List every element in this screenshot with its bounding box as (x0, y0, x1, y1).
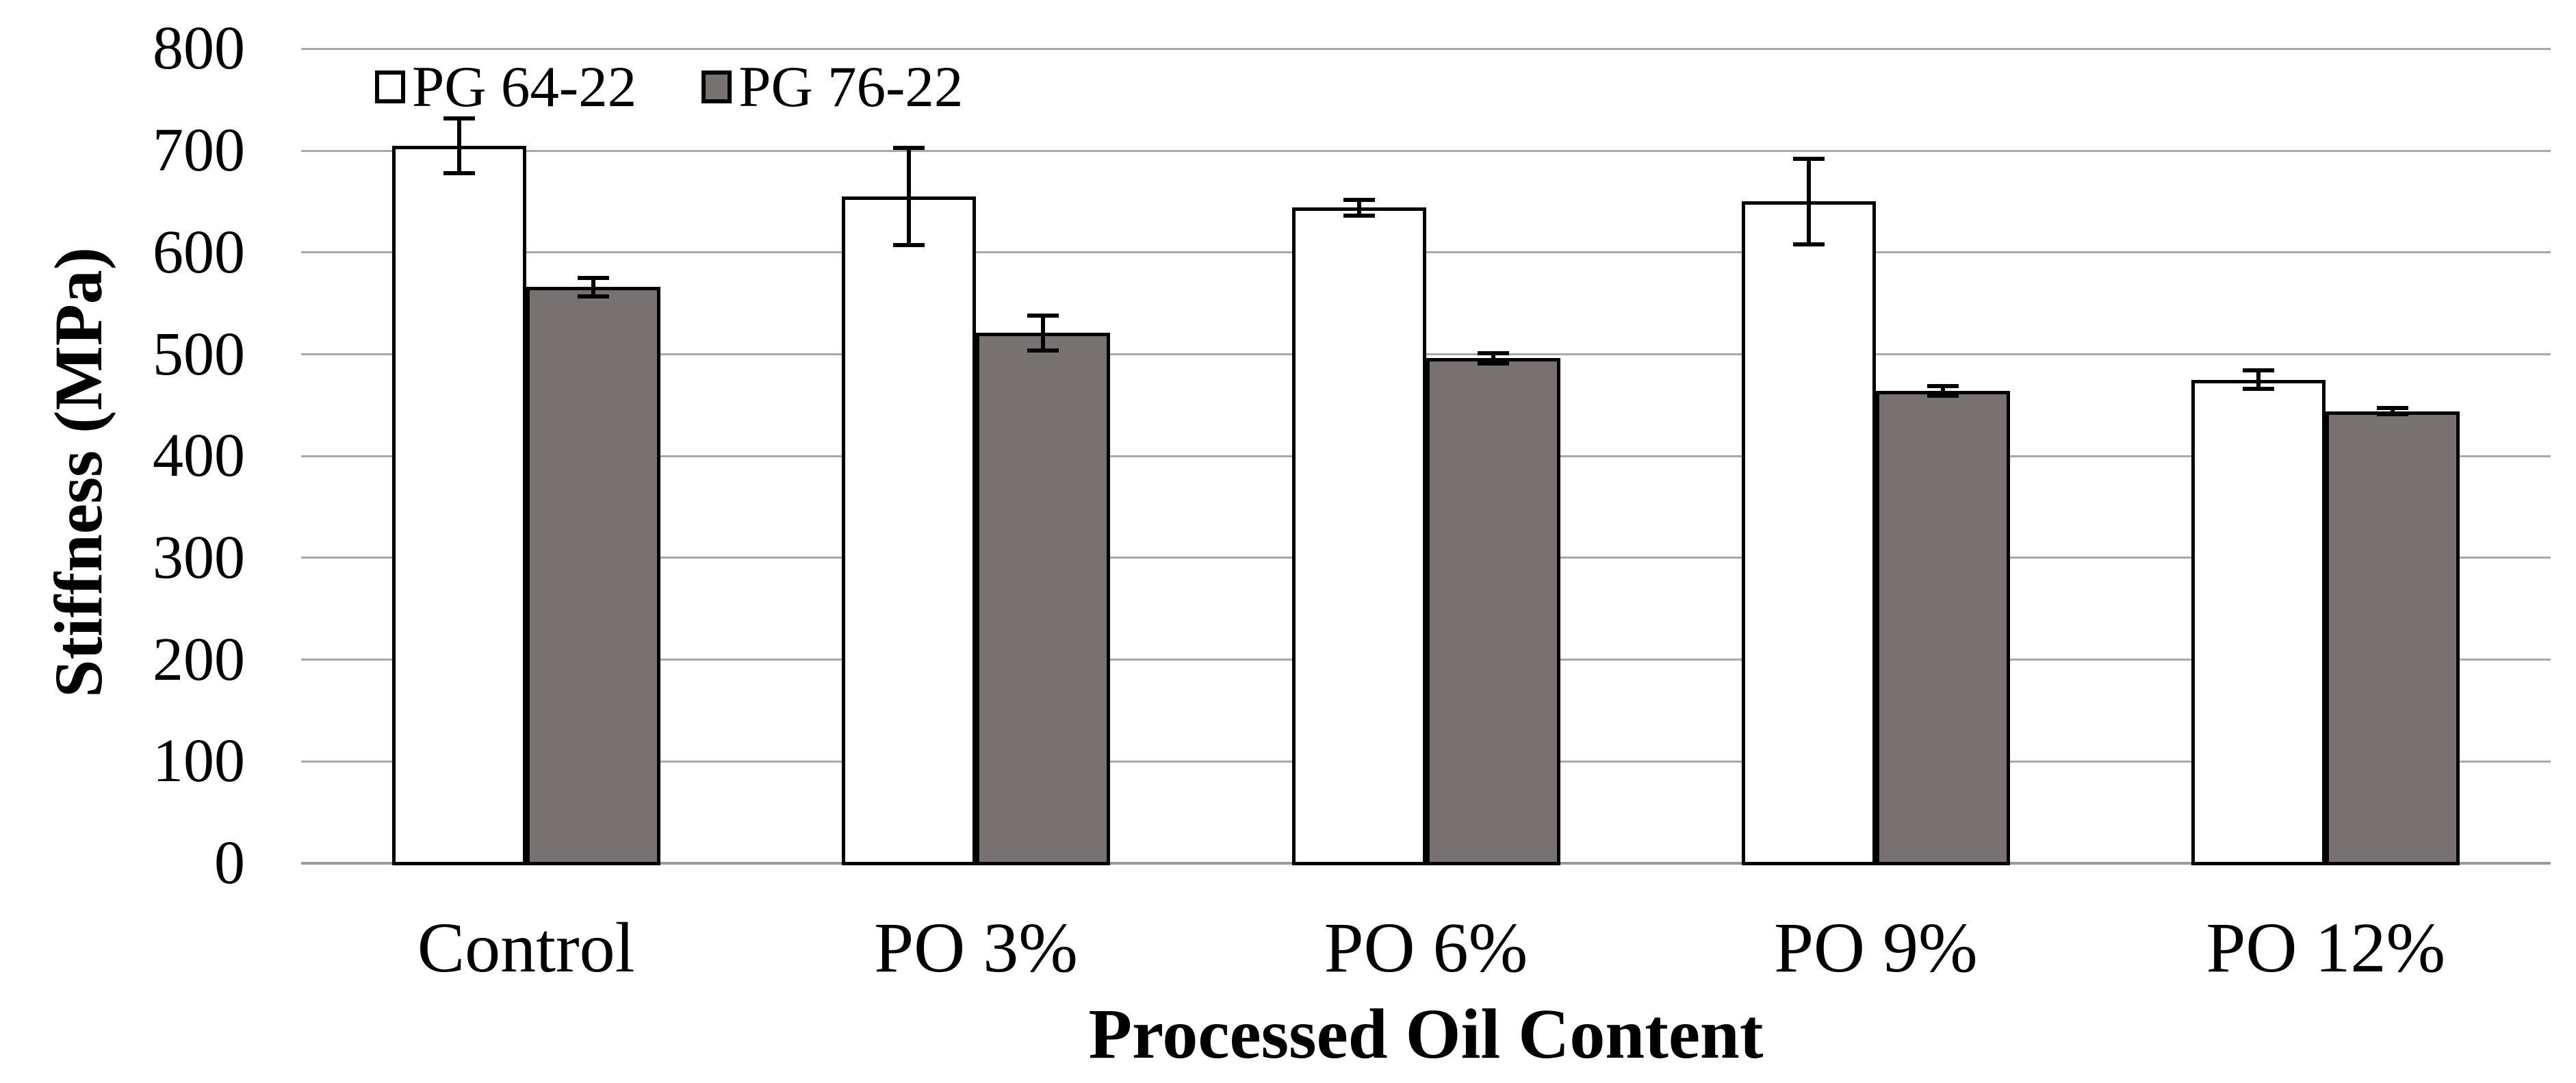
y-tick-label: 600 (153, 218, 245, 286)
error-bar-cap (1792, 157, 1825, 162)
y-tick-label: 500 (153, 320, 245, 388)
gridline (301, 353, 2551, 356)
error-bar (1491, 353, 1495, 364)
error-bar-cap (893, 145, 925, 150)
error-bar (2391, 408, 2395, 415)
error-bar-cap (1792, 242, 1825, 246)
error-bar-cap (2243, 368, 2275, 373)
bar-pg-64-22-po-3 (842, 196, 977, 865)
legend-swatch-pg-76-22 (701, 71, 732, 103)
error-bar-cap (1477, 351, 1509, 356)
error-bar-cap (1027, 314, 1059, 318)
error-bar-cap (1927, 383, 1959, 388)
gridline (301, 149, 2551, 152)
error-bar-cap (443, 116, 475, 120)
error-bar (907, 147, 912, 246)
error-bar-cap (1027, 348, 1059, 353)
bar-pg-76-22-control (526, 287, 660, 865)
bar-pg-76-22-po-9 (1875, 391, 2010, 865)
error-bar-cap (1927, 394, 1959, 398)
error-bar-cap (577, 294, 609, 298)
error-bar-cap (443, 170, 475, 175)
y-tick-label: 300 (153, 523, 245, 591)
x-category-label-po-6: PO 6% (1324, 908, 1528, 987)
error-bar-cap (577, 276, 609, 280)
x-category-label-po-9: PO 9% (1774, 908, 1978, 987)
x-axis-title: Processed Oil Content (1088, 995, 1764, 1073)
bar-pg-64-22-po-6 (1291, 207, 1426, 865)
error-bar (1940, 385, 1945, 396)
error-bar-cap (1343, 197, 1375, 202)
legend-label-pg-64-22: PG 64-22 (412, 55, 637, 119)
y-tick-label: 100 (153, 727, 245, 795)
error-bar (591, 278, 595, 296)
y-tick-label: 0 (214, 829, 245, 897)
x-category-label-po-3: PO 3% (874, 908, 1078, 987)
x-category-label-po-12: PO 12% (2206, 908, 2446, 987)
error-bar-cap (2377, 406, 2409, 411)
error-bar-cap (1477, 361, 1509, 366)
gridline (301, 251, 2551, 254)
x-category-label-control: Control (417, 908, 635, 987)
y-tick-label: 700 (153, 116, 245, 185)
bar-pg-64-22-po-12 (2191, 379, 2326, 865)
error-bar-cap (893, 243, 925, 248)
legend-swatch-pg-64-22 (375, 71, 405, 103)
error-bar (1806, 159, 1811, 244)
bar-pg-76-22-po-3 (976, 333, 1111, 865)
y-tick-label: 200 (153, 625, 245, 693)
bar-pg-64-22-control (391, 145, 526, 865)
bar-pg-64-22-po-9 (1741, 201, 1876, 865)
legend: PG 64-22 PG 76-22 (375, 53, 963, 121)
error-bar (1041, 316, 1046, 351)
error-bar-cap (2377, 412, 2409, 417)
bar-pg-76-22-po-12 (2326, 411, 2460, 865)
error-bar-cap (2243, 387, 2275, 392)
legend-item-pg-76-22: PG 76-22 (701, 53, 963, 121)
legend-item-pg-64-22: PG 64-22 (375, 53, 636, 121)
error-bar (2256, 370, 2261, 390)
error-bar (1356, 199, 1361, 216)
bar-pg-76-22-po-6 (1426, 358, 1560, 865)
y-tick-label: 800 (153, 14, 245, 83)
legend-label-pg-76-22: PG 76-22 (738, 55, 964, 119)
y-tick-label: 400 (153, 422, 245, 490)
error-bar (456, 118, 461, 173)
error-bar-cap (1343, 214, 1375, 218)
gridline (301, 47, 2551, 50)
